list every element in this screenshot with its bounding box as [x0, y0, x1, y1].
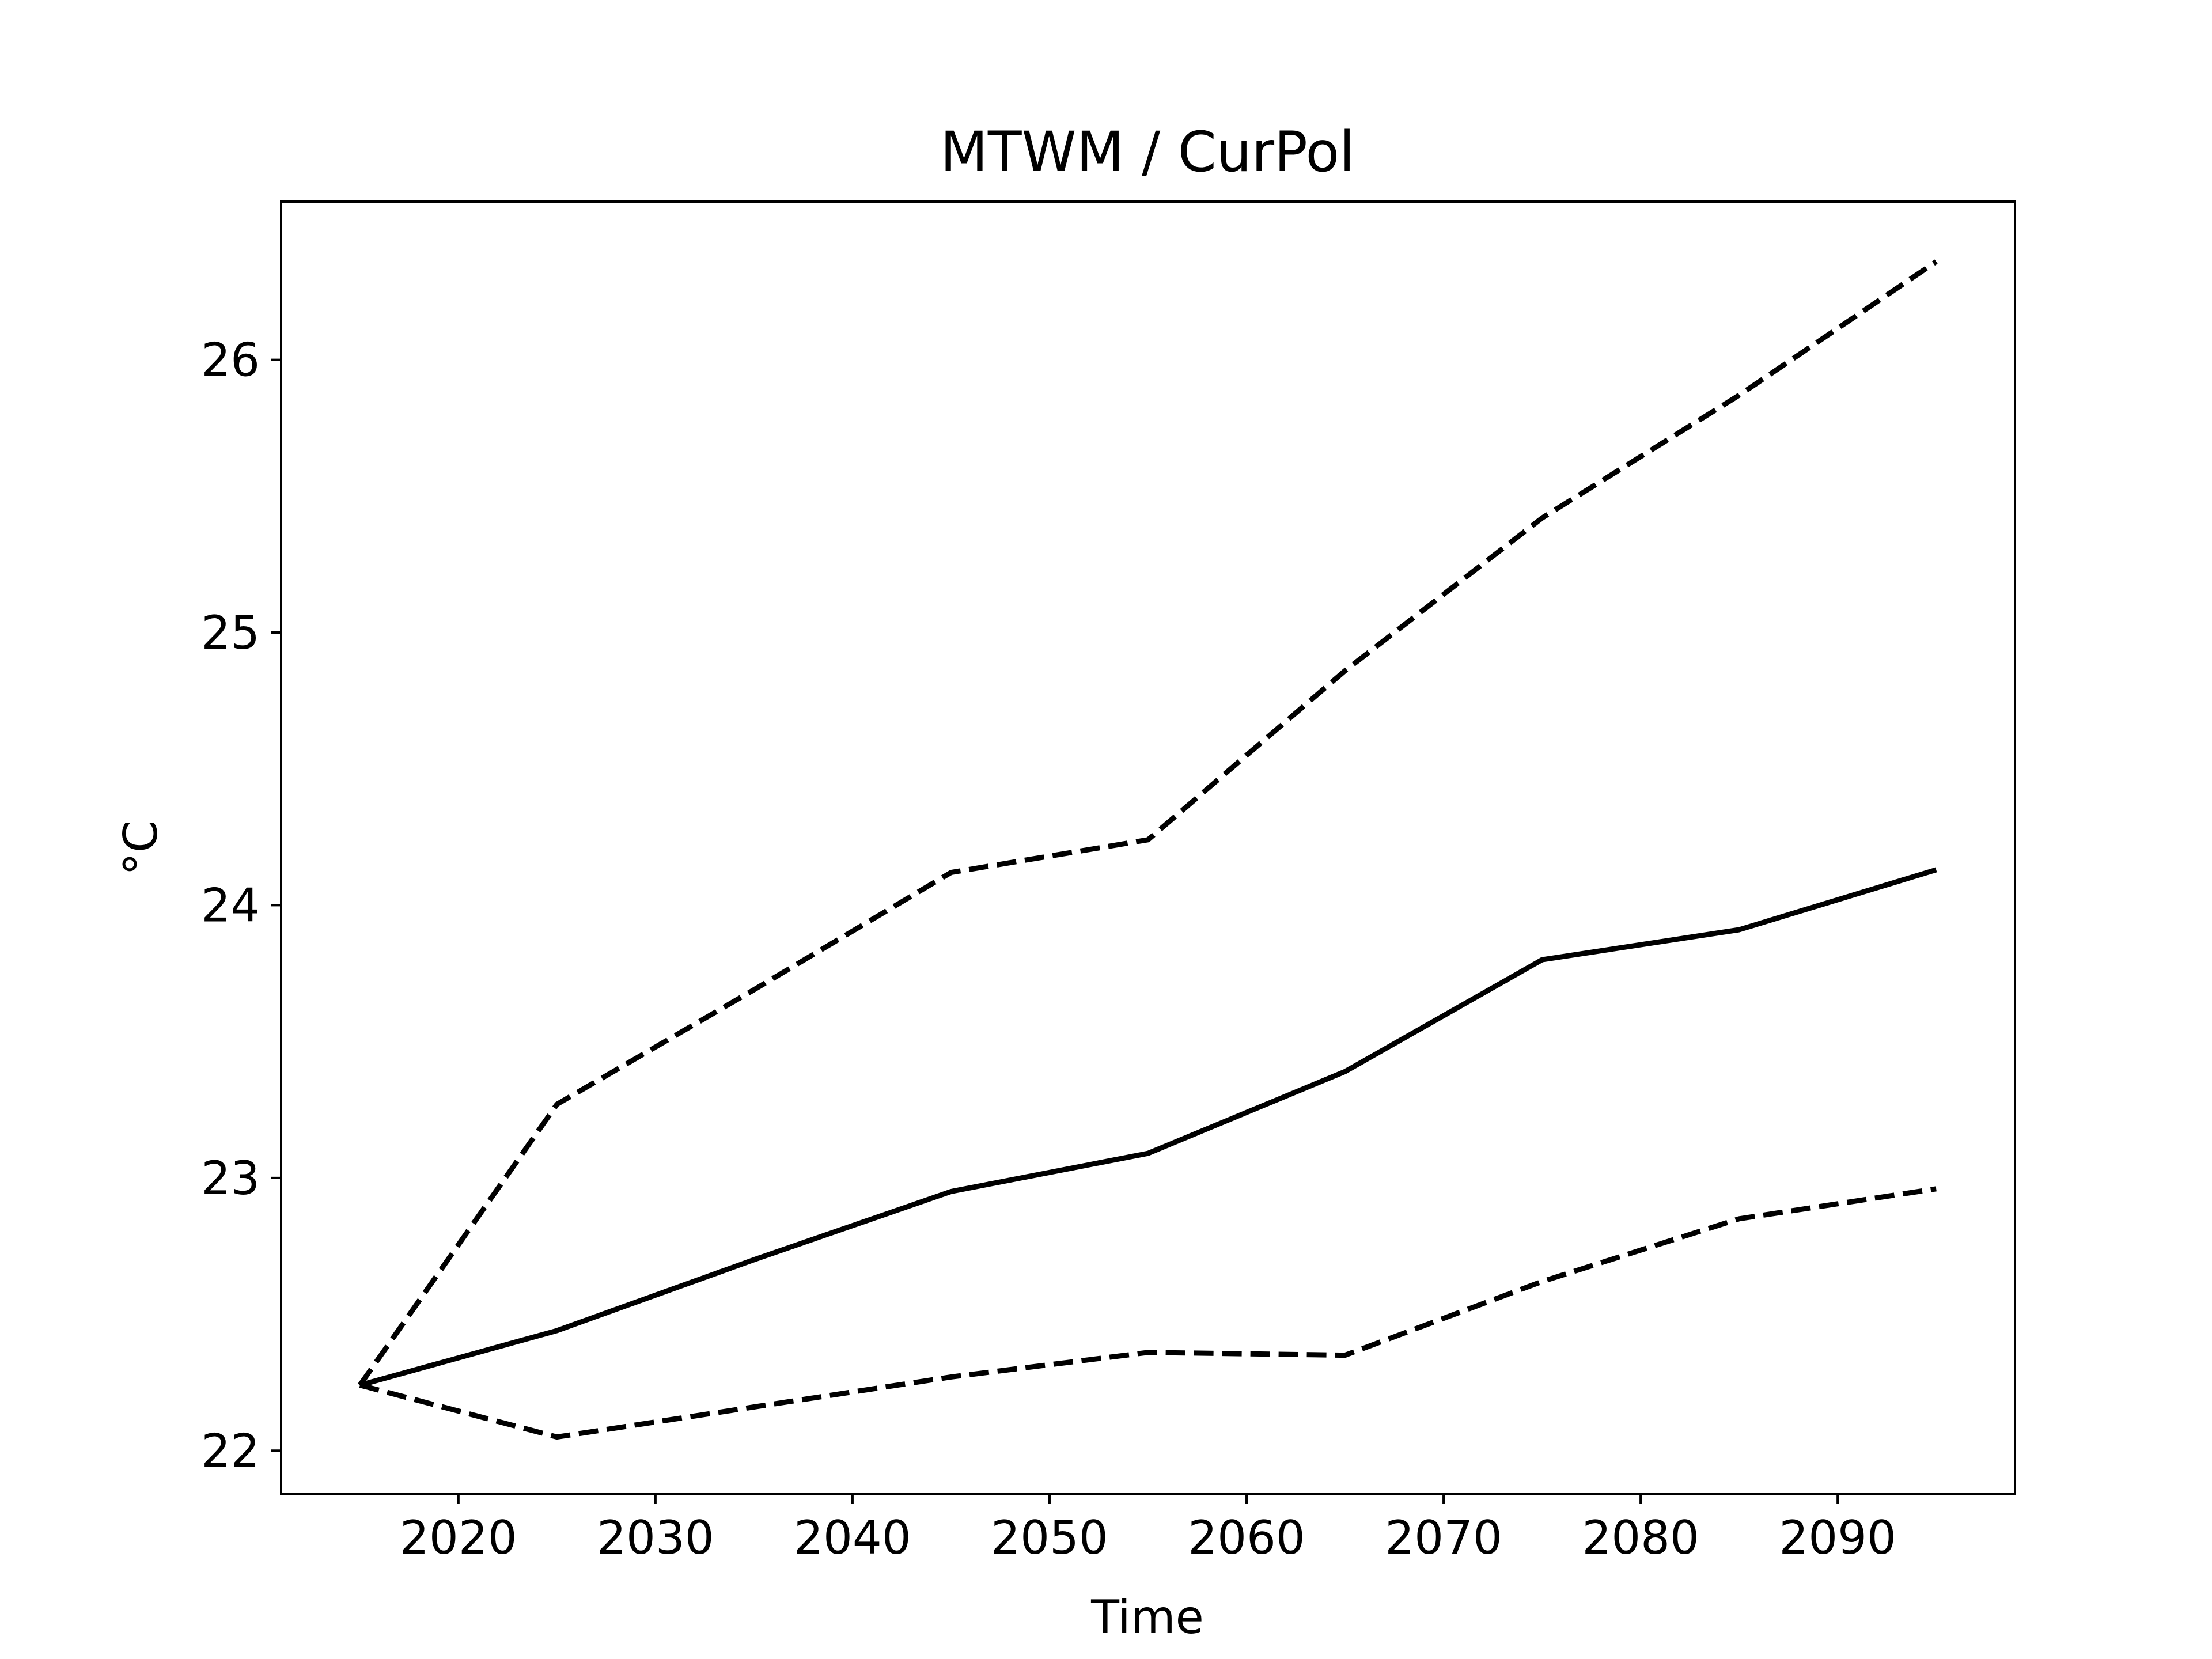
y-axis-ticks: 22 23 24 25 26: [201, 334, 281, 1478]
series-line-1-solid: [359, 867, 1937, 1388]
y-tick-label: 24: [201, 878, 260, 932]
x-tick-label: 2060: [1188, 1511, 1305, 1565]
y-tick-label: 22: [201, 1424, 260, 1478]
chart-title: MTWM / CurPol: [940, 120, 1355, 184]
plot-frame: [280, 200, 2016, 1495]
series-line-3-dashed: [359, 1186, 1937, 1440]
x-tick-label: 2020: [400, 1511, 517, 1565]
x-tick-label: 2090: [1779, 1511, 1896, 1565]
x-tick-label: 2080: [1582, 1511, 1699, 1565]
x-tick-label: 2070: [1385, 1511, 1502, 1565]
x-tick-label: 2040: [794, 1511, 911, 1565]
series-layer: [358, 259, 1938, 1440]
y-tick-label: 23: [201, 1152, 260, 1205]
y-tick-label: 26: [201, 334, 260, 387]
y-axis-label: °C: [114, 820, 168, 876]
y-tick-label: 25: [201, 606, 260, 660]
series-line-2-dashed: [358, 259, 1938, 1387]
x-tick-label: 2030: [597, 1511, 714, 1565]
x-axis-ticks: 2020 2030 2040 2050 2060 2070 2080 2090: [400, 1494, 1896, 1565]
x-tick-label: 2050: [991, 1511, 1108, 1565]
x-axis-label: Time: [1090, 1590, 1204, 1644]
